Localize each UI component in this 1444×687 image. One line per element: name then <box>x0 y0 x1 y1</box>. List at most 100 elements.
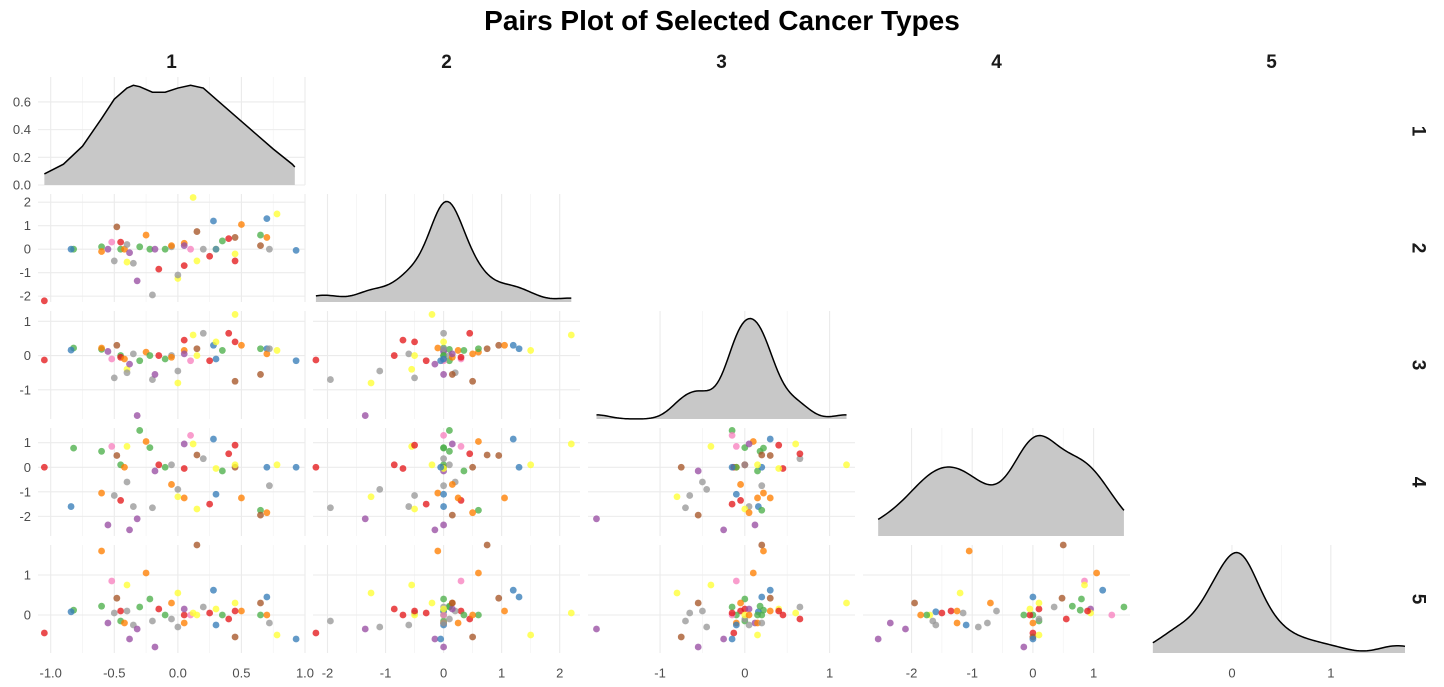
scatter-point <box>408 365 416 373</box>
scatter-point <box>40 297 48 305</box>
scatter-point <box>567 440 575 448</box>
density-curve <box>596 317 847 420</box>
scatter-point <box>142 569 150 577</box>
scatter-point <box>133 412 141 419</box>
scatter-point <box>567 609 575 617</box>
scatter-point <box>694 511 702 519</box>
scatter-point <box>466 329 474 337</box>
scatter-point <box>231 234 239 241</box>
panel-4-3 <box>588 427 855 536</box>
scatter-point <box>98 602 105 610</box>
scatter-point <box>136 427 144 434</box>
scatter-point <box>775 465 783 472</box>
x-tick-label: 0 <box>1228 666 1235 681</box>
scatter-point <box>98 547 105 555</box>
scatter-point <box>475 438 482 445</box>
scatter-point <box>932 608 940 616</box>
scatter-point <box>411 374 418 382</box>
scatter-point <box>142 438 150 445</box>
scatter-point <box>292 635 300 643</box>
scatter-point <box>874 635 882 643</box>
scatter-point <box>728 500 736 508</box>
scatter-point <box>728 427 736 434</box>
scatter-point <box>104 521 112 529</box>
scatter-point <box>728 609 736 617</box>
scatter-point <box>187 431 194 439</box>
scatter-point <box>193 257 201 265</box>
scatter-point <box>751 521 759 529</box>
scatter-point <box>123 258 131 266</box>
scatter-point <box>263 215 271 223</box>
scatter-point <box>231 461 239 469</box>
scatter-point <box>953 619 961 627</box>
scatter-point <box>428 599 436 607</box>
scatter-point <box>327 617 334 625</box>
y-tick-label: 2 <box>24 195 31 210</box>
scatter-point <box>146 245 154 253</box>
scatter-point <box>440 595 447 603</box>
scatter-point <box>758 611 766 619</box>
scatter-point <box>756 602 764 610</box>
scatter-point <box>422 357 430 365</box>
scatter-point <box>121 463 128 471</box>
scatter-point <box>390 352 398 359</box>
column-strip-label: 5 <box>1266 52 1277 73</box>
scatter-point <box>953 607 961 615</box>
scatter-point <box>98 344 105 352</box>
panel-2-1 <box>38 194 306 305</box>
scatter-point <box>483 541 491 549</box>
scatter-point <box>475 506 482 514</box>
scatter-point <box>67 245 75 253</box>
scatter-point <box>509 586 517 594</box>
scatter-point <box>133 277 141 285</box>
scatter-point <box>760 489 767 497</box>
scatter-point <box>527 347 535 354</box>
y-tick-label: 1 <box>24 568 31 583</box>
scatter-point <box>174 485 182 493</box>
scatter-point <box>257 506 264 514</box>
scatter-point <box>754 494 761 502</box>
scatter-point <box>292 463 300 471</box>
scatter-point <box>440 643 447 651</box>
column-strip-label: 2 <box>441 52 452 73</box>
scatter-point <box>1035 605 1043 613</box>
scatter-point <box>121 355 128 363</box>
scatter-point <box>40 629 48 637</box>
scatter-point <box>1078 595 1085 603</box>
x-tick-label: 1 <box>498 666 505 681</box>
scatter-point <box>1099 586 1107 594</box>
scatter-point <box>263 463 271 471</box>
scatter-point <box>212 490 220 498</box>
scatter-point <box>469 463 477 471</box>
scatter-point <box>694 467 702 475</box>
scatter-point <box>501 607 508 615</box>
scatter-point <box>376 623 384 631</box>
scatter-point <box>390 461 398 469</box>
scatter-point <box>766 435 774 443</box>
scatter-point <box>682 504 689 512</box>
scatter-point <box>110 257 118 265</box>
scatter-point <box>117 607 125 615</box>
scatter-point <box>399 611 407 619</box>
scatter-point <box>745 605 753 613</box>
scatter-point <box>257 611 264 619</box>
scatter-point <box>947 607 955 615</box>
scatter-point <box>720 635 728 643</box>
scatter-point <box>703 485 711 493</box>
scatter-point <box>123 369 131 377</box>
scatter-point <box>113 341 121 349</box>
scatter-point <box>1035 599 1043 607</box>
scatter-point <box>257 242 264 250</box>
density-curve <box>1152 551 1406 652</box>
x-tick-label: -0.5 <box>103 666 125 681</box>
scatter-point <box>448 440 456 448</box>
scatter-point <box>161 245 169 253</box>
scatter-point <box>1093 569 1101 577</box>
scatter-point <box>399 336 407 344</box>
scatter-point <box>440 611 447 619</box>
scatter-point <box>149 376 156 383</box>
scatter-point <box>728 463 736 471</box>
scatter-point <box>212 338 220 346</box>
y-tick-label: -2 <box>19 509 31 524</box>
scatter-point <box>720 526 728 534</box>
